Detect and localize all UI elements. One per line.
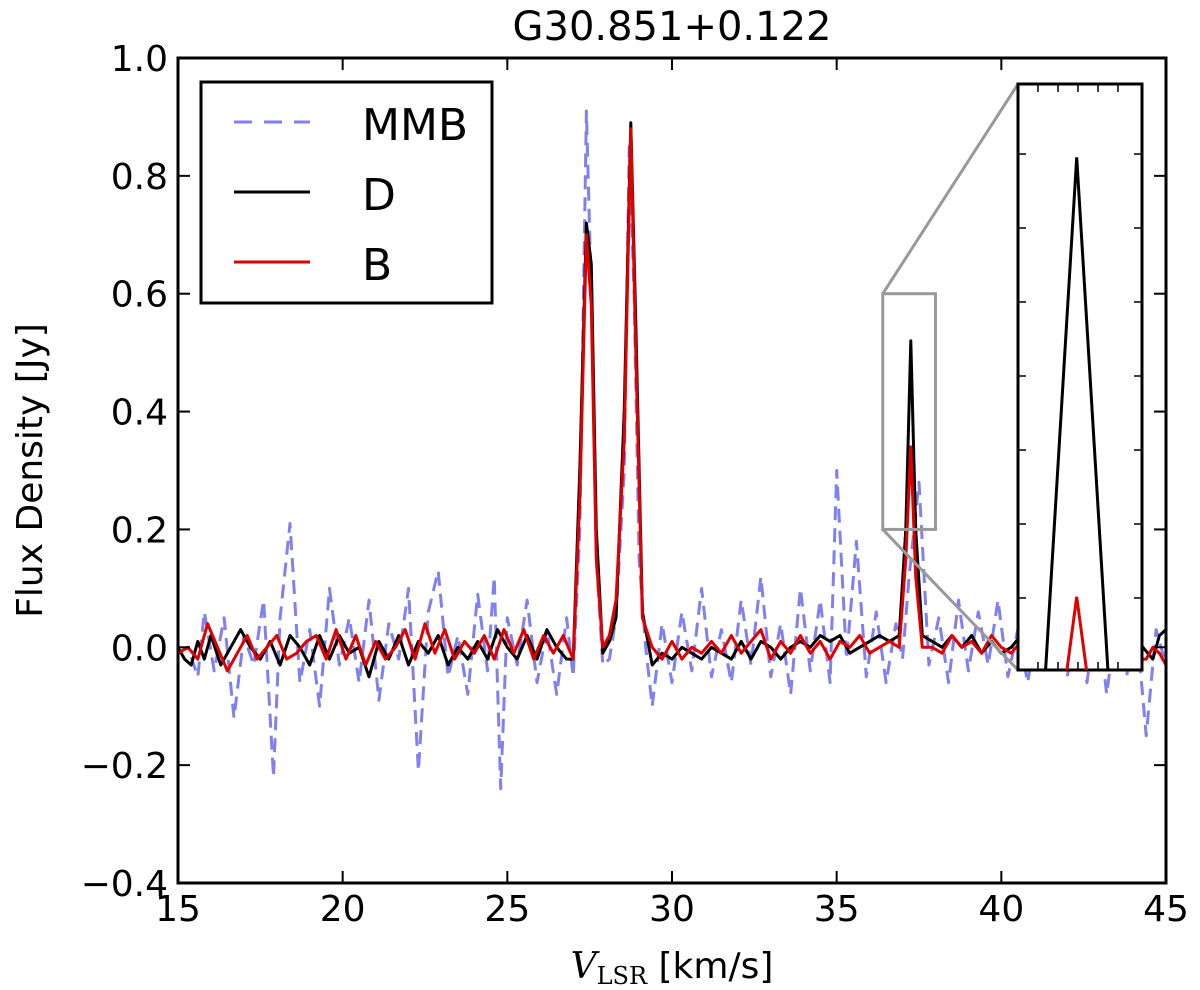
y-tick-label: 0.0 (111, 628, 168, 669)
x-axis-label: VLSR [km/s] (571, 946, 774, 990)
legend-label-mmb: MMB (362, 100, 468, 151)
x-axis-label-symbol: V (571, 946, 601, 987)
series-line-d (178, 121, 1166, 679)
zoom-rectangle (881, 292, 937, 531)
x-tick-label: 35 (814, 889, 860, 930)
inset-area (1044, 157, 1110, 670)
legend: MMB DB (199, 80, 494, 305)
series-line-b (178, 127, 1166, 673)
legend-label-b: B (362, 240, 392, 291)
inset-connector-bottom (881, 528, 1020, 672)
x-tick-label: 25 (484, 889, 530, 930)
y-axis-label: Flux Density [Jy] (10, 323, 51, 618)
y-tick-label: 1.0 (111, 39, 168, 80)
x-tick-label: 15 (155, 889, 201, 930)
y-tick-label: 0.6 (111, 275, 168, 316)
y-tick-label: −0.4 (81, 864, 168, 905)
inset-series-d (1044, 157, 1110, 670)
inset-series-b (1065, 596, 1089, 670)
inset-box (1016, 82, 1144, 672)
y-tick-label: 0.8 (111, 157, 168, 198)
x-axis-label-unit: [km/s] (647, 946, 773, 987)
series-line-mmb (178, 109, 1166, 791)
x-tick-label: 45 (1143, 889, 1189, 930)
y-tick-label: −0.2 (81, 746, 168, 787)
inset-connector-top (881, 83, 1020, 295)
x-tick-label: 30 (649, 889, 695, 930)
x-axis-label-subscript: LSR (597, 962, 648, 990)
y-tick-label: 0.2 (111, 510, 168, 551)
x-tick-label: 40 (978, 889, 1024, 930)
plot-area (178, 109, 1166, 791)
legend-label-d: D (362, 170, 396, 221)
x-tick-label: 20 (320, 889, 366, 930)
chart-title: G30.851+0.122 (513, 4, 832, 50)
y-tick-label: 0.4 (111, 393, 168, 434)
